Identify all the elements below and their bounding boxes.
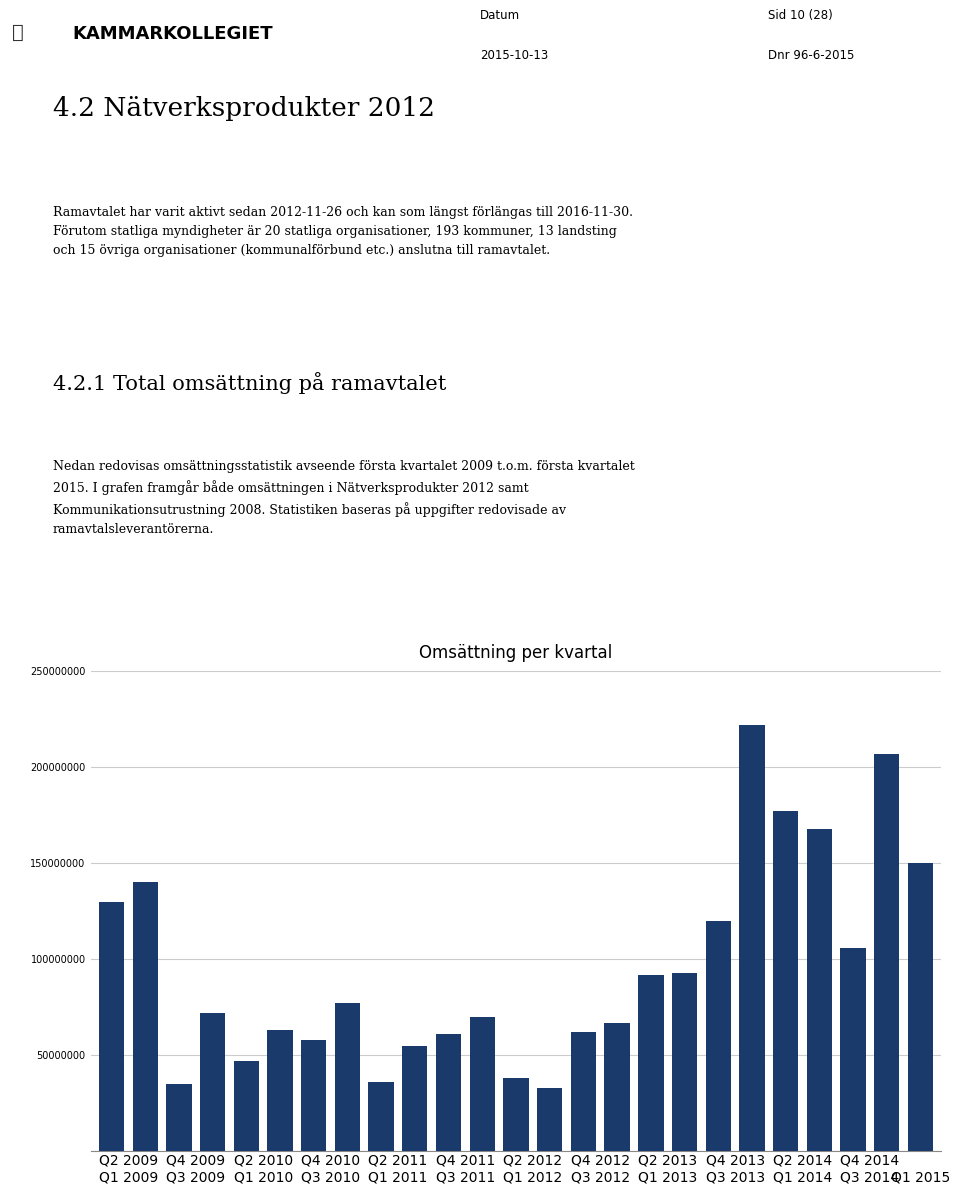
Bar	[436, 1034, 461, 1151]
Bar	[267, 1030, 293, 1151]
Bar	[605, 1023, 630, 1151]
Bar	[908, 863, 933, 1151]
Bar	[233, 1061, 259, 1151]
Bar	[503, 1078, 529, 1151]
Text: Ramavtalet har varit aktivt sedan 2012-11-26 och kan som längst förlängas till 2: Ramavtalet har varit aktivt sedan 2012-1…	[53, 206, 633, 258]
Bar	[571, 1032, 596, 1151]
Text: Datum: Datum	[480, 10, 520, 22]
Bar	[369, 1081, 394, 1151]
Bar	[706, 921, 731, 1151]
Bar	[335, 1004, 360, 1151]
Text: 4.2 Nätverksprodukter 2012: 4.2 Nätverksprodukter 2012	[53, 96, 435, 121]
Text: 4.2.1 Total omsättning på ramavtalet: 4.2.1 Total omsättning på ramavtalet	[53, 372, 446, 393]
Bar	[739, 725, 765, 1151]
Bar	[806, 829, 832, 1151]
Bar	[672, 972, 697, 1151]
Bar	[99, 902, 124, 1151]
Text: 2015-10-13: 2015-10-13	[480, 49, 548, 62]
Text: 👑: 👑	[12, 23, 23, 42]
Bar	[200, 1013, 226, 1151]
Bar	[773, 812, 799, 1151]
Bar	[841, 947, 866, 1151]
Bar	[638, 975, 663, 1151]
Text: KAMMARKOLLEGIET: KAMMARKOLLEGIET	[72, 25, 273, 43]
Text: Dnr 96-6-2015: Dnr 96-6-2015	[768, 49, 854, 62]
Bar	[537, 1087, 563, 1151]
Title: Omsättning per kvartal: Omsättning per kvartal	[420, 644, 612, 662]
Text: Sid 10 (28): Sid 10 (28)	[768, 10, 832, 22]
Bar	[402, 1046, 427, 1151]
Bar	[469, 1017, 495, 1151]
Bar	[166, 1084, 191, 1151]
Bar	[875, 754, 900, 1151]
Text: Nedan redovisas omsättningsstatistik avseende första kvartalet 2009 t.o.m. först: Nedan redovisas omsättningsstatistik avs…	[53, 460, 635, 536]
Bar	[132, 882, 157, 1151]
Bar	[301, 1040, 326, 1151]
